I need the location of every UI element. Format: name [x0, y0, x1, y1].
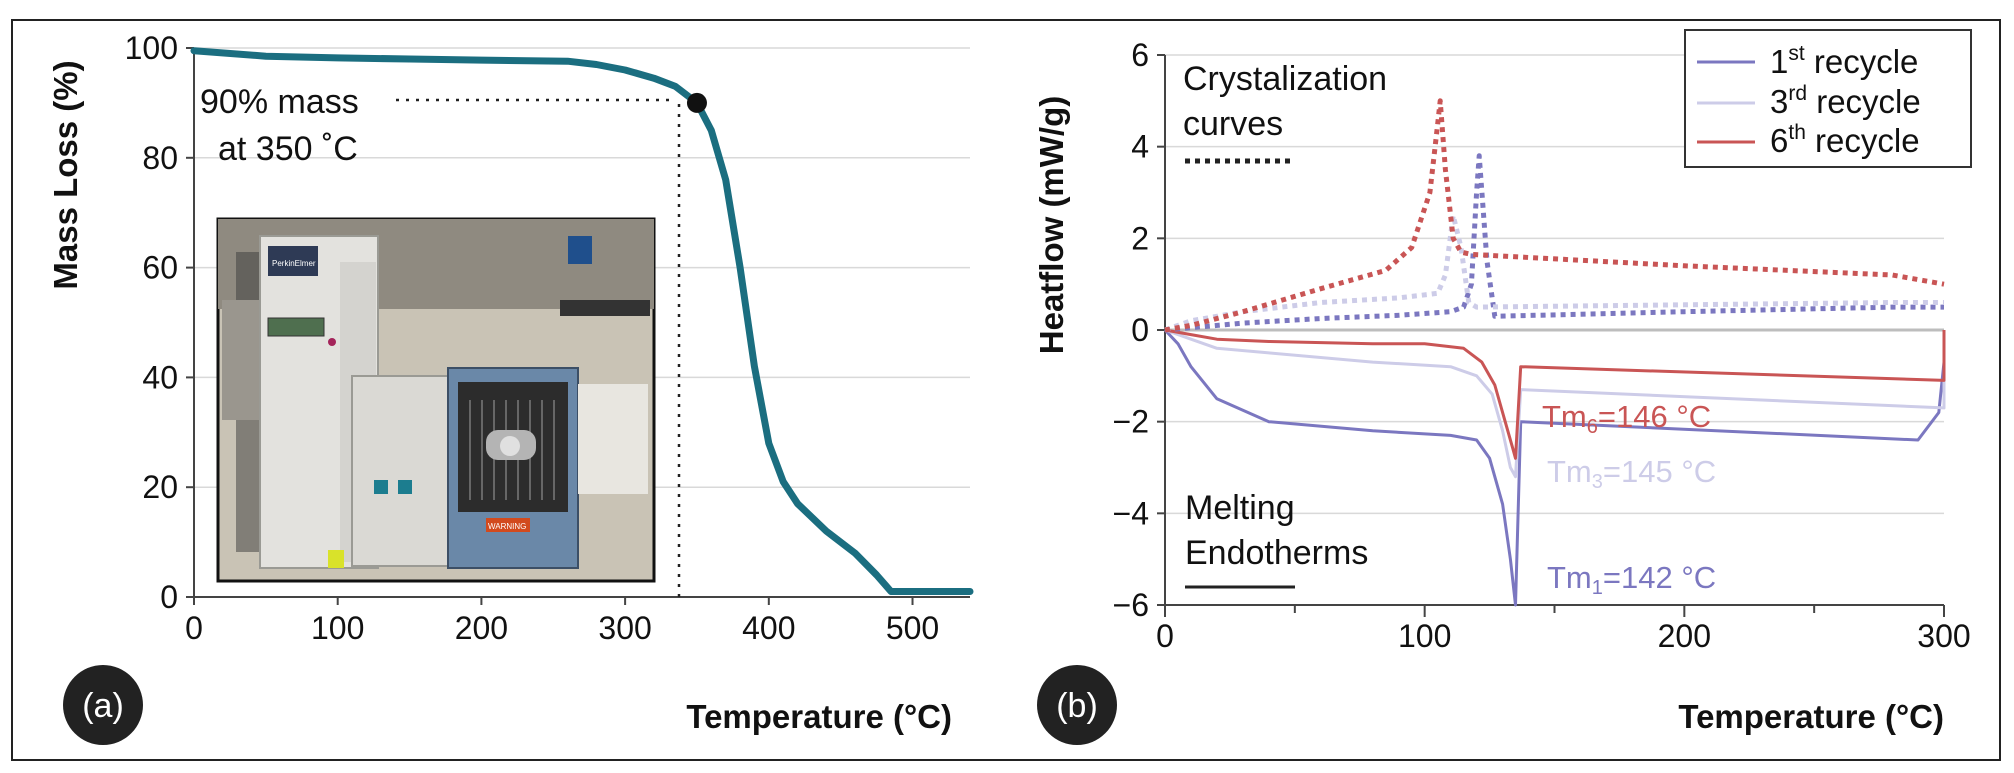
tga-x-tick-label: 500 — [886, 610, 939, 646]
dsc-x-axis-title: Temperature (°C) — [1678, 698, 1944, 735]
melting-note-line-2: Endotherms — [1185, 534, 1368, 572]
annotation-line-2: at 350 ˚C — [218, 130, 358, 168]
tga-y-tick-label: 60 — [142, 250, 178, 286]
tga-y-tick-label: 80 — [142, 140, 178, 176]
dsc-x-tick-label: 200 — [1658, 618, 1711, 654]
dsc-crystallization-curve-6th — [1164, 98, 1945, 333]
instrument-warning-label: WARNING — [488, 522, 526, 531]
instrument-photo: PerkinElmer WARNING — [216, 217, 656, 583]
tga-x-axis-title: Temperature (°C) — [686, 698, 952, 735]
tga-y-tick-label: 40 — [142, 359, 178, 395]
tga-x-tick-label: 100 — [311, 610, 364, 646]
dsc-grid — [1165, 54, 1944, 515]
tga-x-tick-label: 0 — [185, 610, 203, 646]
dsc-y-tick-label: 6 — [1131, 37, 1149, 73]
dsc-melting-curve-6th — [1164, 328, 1946, 460]
tga-y-axis-title: Mass Loss (%) — [47, 60, 84, 289]
panel-label-a: (a) — [63, 665, 143, 745]
legend: 1st recycle 3rd recycle 6th recycle — [1684, 29, 1972, 168]
tga-highlight-point — [686, 92, 707, 113]
tm3-label: Tm3=145 °C — [1547, 454, 1716, 493]
dsc-x-tick-label: 0 — [1156, 618, 1174, 654]
instrument-brand-label: PerkinElmer — [272, 259, 316, 268]
tga-chart: 0 20 40 60 80 100 0 100 200 300 400 500 PerkinElmer — [47, 30, 974, 745]
dsc-melting-curve-1st — [1163, 328, 1946, 607]
tga-x-tick-label: 400 — [742, 610, 795, 646]
tm6-label: Tm6=146 °C — [1542, 399, 1711, 438]
tga-x-tick-label: 300 — [598, 610, 651, 646]
crystallization-note-line-1: Crystalization — [1183, 60, 1387, 98]
svg-text:(a): (a) — [82, 687, 124, 725]
dsc-y-tick-label: −6 — [1113, 587, 1149, 623]
tga-y-tick-label: 20 — [142, 469, 178, 505]
tga-y-tick-label: 0 — [160, 579, 178, 615]
dsc-y-tick-label: −2 — [1113, 404, 1149, 440]
dsc-y-tick-label: 4 — [1131, 129, 1149, 165]
panel-label-b: (b) — [1037, 665, 1117, 745]
tga-plot-area — [190, 47, 974, 595]
tga-y-tick-label: 100 — [125, 30, 178, 66]
legend-label-6th: 6th recycle — [1770, 121, 1920, 159]
dsc-y-tick-label: 2 — [1131, 220, 1149, 256]
dsc-plot-area — [1163, 98, 1946, 607]
legend-label-3rd: 3rd recycle — [1770, 82, 1921, 120]
dsc-crystallization-curve-1st — [1164, 153, 1944, 333]
dsc-y-tick-label: 0 — [1131, 312, 1149, 348]
tga-x-tick-label: 200 — [455, 610, 508, 646]
dsc-y-tick-label: −4 — [1113, 495, 1149, 531]
annotation-line-1: 90% mass — [200, 83, 359, 121]
dsc-x-tick-label: 300 — [1917, 618, 1970, 654]
svg-text:(b): (b) — [1056, 687, 1098, 725]
crystallization-note-line-2: curves — [1183, 105, 1283, 143]
dsc-x-tick-label: 100 — [1398, 618, 1451, 654]
dsc-y-axis-title: Heatflow (mW/g) — [1033, 96, 1070, 354]
tm1-label: Tm1=142 °C — [1547, 560, 1716, 599]
tga-ticks: 0 20 40 60 80 100 0 100 200 300 400 500 — [125, 30, 940, 646]
tga-curve — [190, 47, 974, 595]
legend-box — [1684, 29, 1972, 168]
legend-label-1st: 1st recycle — [1770, 42, 1918, 80]
melting-note-line-1: Melting — [1185, 489, 1295, 527]
